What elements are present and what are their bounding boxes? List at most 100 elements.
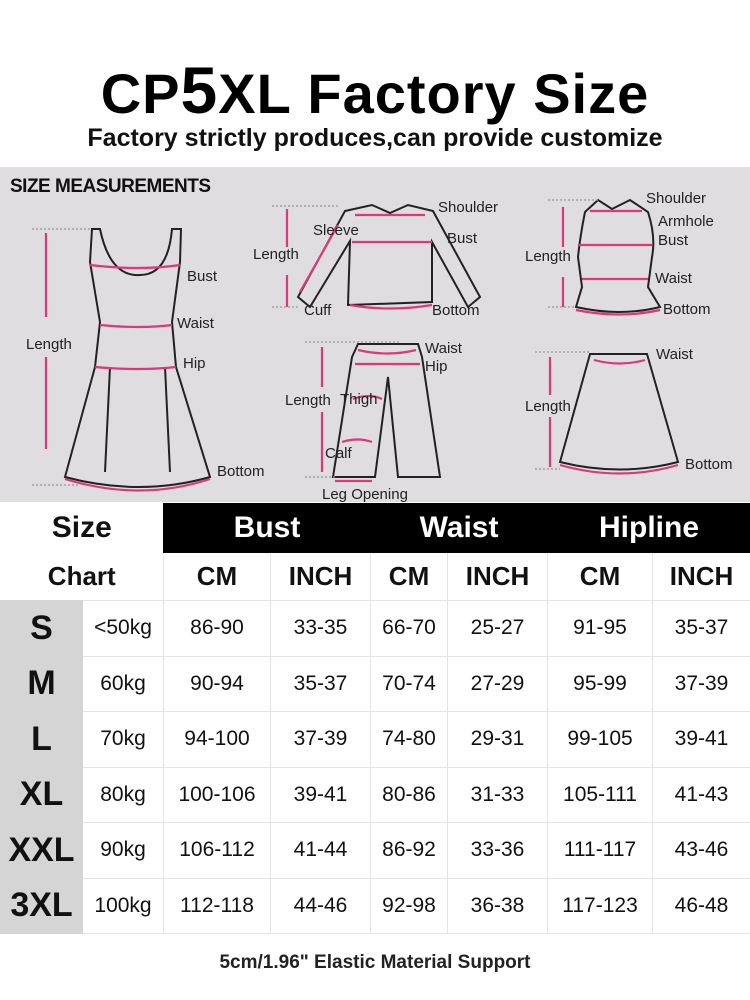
tank-waist-label: Waist — [655, 270, 693, 287]
tank-illustration: Length Shoulder Armhole Bust Waist Botto… — [525, 190, 714, 318]
value-cell: 36-38 — [447, 877, 549, 934]
skirt-waist-label: Waist — [656, 346, 694, 363]
size-cell: 3XL — [0, 877, 83, 934]
shirt-cuff-label: Cuff — [304, 302, 332, 319]
unit-header: CM — [370, 552, 449, 601]
value-cell: 44-46 — [269, 877, 372, 934]
value-cell: 91-95 — [547, 600, 654, 657]
value-cell: 106-112 — [163, 822, 271, 879]
value-cell: 41-43 — [652, 766, 750, 823]
chart-label: Chart — [47, 560, 116, 591]
value-cell: 95-99 — [547, 655, 654, 712]
pants-hip-label: Hip — [425, 358, 448, 375]
size-cell: XXL — [0, 822, 83, 879]
weight-cell: 60kg — [82, 655, 164, 712]
size-measurements-diagram: SIZE MEASUREMENTS Length Bust Waist Hip … — [0, 167, 750, 503]
pants-thigh-label: Thigh — [340, 391, 378, 408]
header-row-units: Chart CM INCH CM INCH CM INCH — [1, 552, 750, 601]
value-cell: 105-111 — [547, 766, 654, 823]
value-cell: 80-86 — [370, 766, 449, 823]
value-cell: 37-39 — [269, 711, 372, 768]
tank-length-label: Length — [525, 248, 571, 265]
value-cell: 100-106 — [163, 766, 271, 823]
skirt-length-label: Length — [525, 398, 571, 415]
footer-note: 5cm/1.96" Elastic Material Support — [219, 952, 531, 973]
value-cell: 37-39 — [652, 655, 750, 712]
table-row: S <50kg 86-90 33-35 66-70 25-27 91-95 35-37 — [0, 600, 750, 657]
size-cell: S — [0, 600, 83, 657]
dress-bottom-label: Bottom — [217, 463, 265, 480]
group-header-hipline: Hipline — [547, 503, 750, 553]
value-cell: 35-37 — [652, 600, 750, 657]
shirt-sleeve-label: Sleeve — [313, 222, 359, 239]
dress-hip-label: Hip — [183, 355, 206, 372]
table-row: M 60kg 90-94 35-37 70-74 27-29 95-99 37-39 — [0, 655, 750, 712]
shirt-bust-label: Bust — [447, 230, 478, 247]
weight-cell: 100kg — [82, 877, 164, 934]
unit-header: CM — [547, 552, 654, 601]
diagram-heading: SIZE MEASUREMENTS — [10, 176, 211, 197]
group-header-waist: Waist — [370, 503, 549, 553]
table-row: L 70kg 94-100 37-39 74-80 29-31 99-105 39-41 — [0, 711, 750, 768]
subtitle: Factory strictly produces,can provide cu… — [87, 124, 663, 152]
value-cell: 86-90 — [163, 600, 271, 657]
size-cell: XL — [0, 766, 83, 823]
value-cell: 33-36 — [447, 822, 549, 879]
size-cell: L — [0, 711, 83, 768]
shirt-shoulder-label: Shoulder — [438, 199, 498, 216]
value-cell: 111-117 — [547, 822, 654, 879]
pants-calf-label: Calf — [325, 445, 353, 462]
tank-bottom-label: Bottom — [663, 301, 711, 318]
table-row: 3XL 100kg 112-118 44-46 92-98 36-38 117-123 46-… — [0, 877, 750, 934]
title-prefix: CP — [100, 62, 181, 125]
shirt-illustration: Length Sleeve Shoulder Bust Cuff Bottom — [253, 199, 498, 319]
value-cell: 99-105 — [547, 711, 654, 768]
value-cell: 31-33 — [447, 766, 549, 823]
value-cell: 74-80 — [370, 711, 449, 768]
pants-leg-opening-label: Leg Opening — [322, 486, 408, 502]
size-chart-table: Size Bust Waist Hipline Chart CM INCH CM… — [0, 503, 750, 934]
size-cell: M — [0, 655, 83, 712]
value-cell: 43-46 — [652, 822, 750, 879]
unit-header: INCH — [447, 552, 549, 601]
value-cell: 94-100 — [163, 711, 271, 768]
unit-header: INCH — [269, 552, 372, 601]
pants-illustration: Length Thigh Waist Hip Calf Leg Opening — [285, 340, 463, 503]
tank-armhole-label: Armhole — [658, 213, 714, 230]
table-row: XL 80kg 100-106 39-41 80-86 31-33 105-111 41-43 — [0, 766, 750, 823]
unit-header: CM — [163, 552, 271, 601]
page-title: CP5XL Factory Size — [0, 52, 750, 128]
weight-cell: 80kg — [82, 766, 164, 823]
tank-shoulder-label: Shoulder — [646, 190, 706, 207]
table-row: XXL 90kg 106-112 41-44 86-92 33-36 111-117 43-4… — [0, 822, 750, 879]
weight-cell: 90kg — [82, 822, 164, 879]
value-cell: 27-29 — [447, 655, 549, 712]
value-cell: 29-31 — [447, 711, 549, 768]
dress-waist-label: Waist — [177, 315, 215, 332]
value-cell: 33-35 — [269, 600, 372, 657]
pants-waist-label: Waist — [425, 340, 463, 357]
skirt-bottom-label: Bottom — [685, 456, 733, 473]
value-cell: 66-70 — [370, 600, 449, 657]
title-suffix: XL Factory Size — [218, 62, 650, 125]
skirt-illustration: Length Waist Bottom — [525, 346, 733, 475]
weight-cell: 70kg — [82, 711, 164, 768]
value-cell: 25-27 — [447, 600, 549, 657]
value-cell: 39-41 — [652, 711, 750, 768]
header-row-groups: Size Bust Waist Hipline — [1, 503, 750, 553]
value-cell: 39-41 — [269, 766, 372, 823]
dress-bust-label: Bust — [187, 268, 218, 285]
tank-bust-label: Bust — [658, 232, 689, 249]
size-label: Size — [51, 511, 112, 544]
value-cell: 70-74 — [370, 655, 449, 712]
value-cell: 35-37 — [269, 655, 372, 712]
value-cell: 90-94 — [163, 655, 271, 712]
value-cell: 92-98 — [370, 877, 449, 934]
weight-cell: <50kg — [82, 600, 164, 657]
shirt-bottom-label: Bottom — [432, 302, 480, 319]
value-cell: 41-44 — [269, 822, 372, 879]
shirt-length-label: Length — [253, 246, 299, 263]
group-header-bust: Bust — [162, 503, 372, 553]
value-cell: 86-92 — [370, 822, 449, 879]
value-cell: 46-48 — [652, 877, 750, 934]
